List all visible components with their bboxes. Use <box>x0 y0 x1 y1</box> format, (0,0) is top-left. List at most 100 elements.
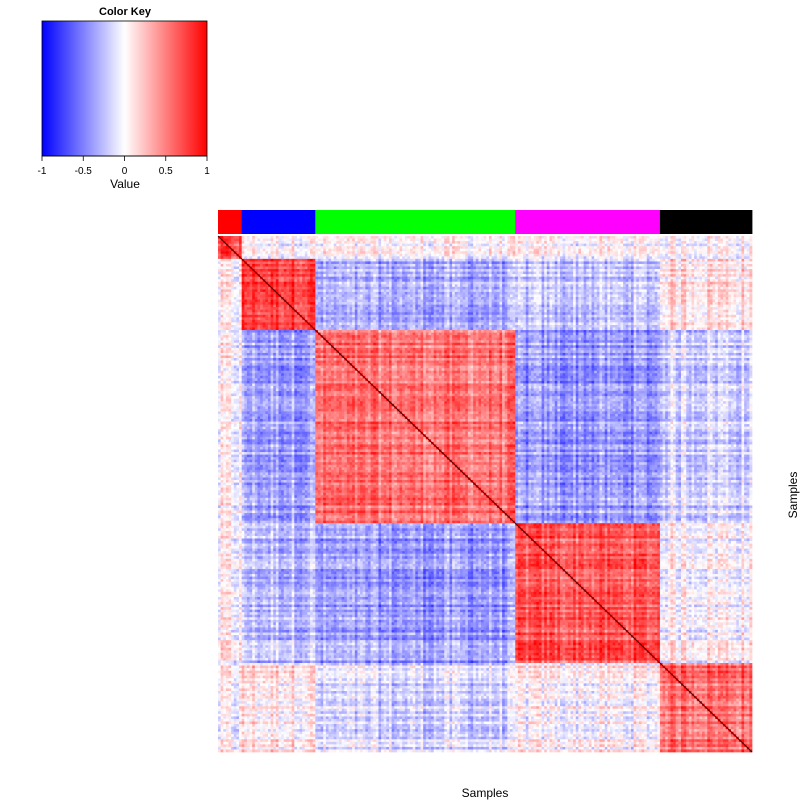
heatmap-cell <box>473 261 477 265</box>
heatmap-cell <box>702 271 705 275</box>
heatmap-cell <box>283 236 287 239</box>
heatmap-cell <box>404 253 408 257</box>
heatmap-cell <box>294 289 298 293</box>
heatmap-cell <box>699 276 703 280</box>
heatmap-cell <box>575 246 579 250</box>
heatmap-cell <box>683 261 687 265</box>
heatmap-cell <box>591 248 595 252</box>
heatmap-cell <box>257 251 261 255</box>
heatmap-cell <box>423 248 427 252</box>
heatmap-cell <box>680 269 684 272</box>
heatmap-cell <box>507 286 511 290</box>
heatmap-cell <box>267 236 271 239</box>
heatmap-cell <box>241 276 245 280</box>
heatmap-cell <box>641 256 645 260</box>
heatmap-cell <box>415 253 419 257</box>
heatmap-cell <box>236 266 240 270</box>
heatmap-cell <box>257 248 261 252</box>
heatmap-cell <box>507 241 511 244</box>
heatmap-cell <box>636 289 640 293</box>
heatmap-cell <box>357 238 361 242</box>
heatmap-cell <box>265 248 269 252</box>
heatmap-cell <box>641 263 645 267</box>
heatmap-cell <box>494 258 498 262</box>
heatmap-cell <box>602 274 606 278</box>
heatmap-cell <box>638 269 642 272</box>
heatmap-cell <box>641 274 645 278</box>
heatmap-cell <box>273 297 277 300</box>
heatmap-cell <box>323 286 327 290</box>
heatmap-cell <box>581 269 584 272</box>
heatmap-cell <box>694 236 698 239</box>
heatmap-cell <box>641 243 645 247</box>
heatmap-cell <box>407 297 411 300</box>
heatmap-cell <box>617 261 621 265</box>
heatmap-cell <box>252 271 256 275</box>
heatmap-cell <box>694 243 698 247</box>
heatmap-cell <box>609 284 613 288</box>
heatmap-cell <box>275 248 279 252</box>
heatmap-cell <box>386 284 390 288</box>
heatmap-cell <box>686 289 690 293</box>
heatmap-cell <box>638 243 642 247</box>
heatmap-cell <box>515 243 519 247</box>
heatmap-cell <box>723 276 727 280</box>
heatmap-cell <box>417 256 421 260</box>
heatmap-cell <box>696 281 700 285</box>
heatmap-cell <box>723 274 727 278</box>
heatmap-cell <box>665 263 669 267</box>
heatmap-cell <box>352 294 356 298</box>
heatmap-cell <box>218 246 221 250</box>
heatmap-cell <box>396 253 400 257</box>
heatmap-cell <box>502 256 506 260</box>
heatmap-cell <box>738 236 742 239</box>
heatmap-cell <box>291 279 295 283</box>
heatmap-cell <box>220 284 224 288</box>
heatmap-cell <box>417 291 421 295</box>
heatmap-cell <box>231 266 235 270</box>
heatmap-cell <box>599 248 603 252</box>
heatmap-cell <box>504 286 508 290</box>
heatmap-cell <box>738 238 742 242</box>
heatmap-cell <box>365 253 369 257</box>
heatmap-cell <box>412 258 416 262</box>
heatmap-cell <box>515 289 519 293</box>
heatmap-cell <box>709 269 713 272</box>
heatmap-cell <box>241 274 245 278</box>
heatmap-cell <box>257 281 261 285</box>
heatmap-cell <box>649 241 653 244</box>
heatmap-cell <box>310 236 314 239</box>
heatmap-cell <box>428 236 432 239</box>
heatmap-cell <box>575 281 579 285</box>
heatmap-cell <box>570 289 574 293</box>
heatmap-cell <box>433 281 437 285</box>
heatmap-cell <box>446 286 450 290</box>
heatmap-cell <box>438 271 442 275</box>
heatmap-cell <box>502 269 506 272</box>
heatmap-cell <box>633 241 637 244</box>
heatmap-cell <box>649 286 653 290</box>
heatmap-cell <box>607 286 611 290</box>
heatmap-cell <box>744 246 748 250</box>
heatmap-cell <box>591 236 595 239</box>
heatmap-cell <box>549 274 553 278</box>
heatmap-cell <box>707 246 711 250</box>
heatmap-cell <box>515 263 519 267</box>
heatmap-cell <box>218 248 221 252</box>
heatmap-cell <box>457 297 461 300</box>
heatmap-cell <box>538 274 542 278</box>
heatmap-cell <box>667 274 671 278</box>
heatmap-cell <box>289 238 292 242</box>
heatmap-cell <box>391 261 395 265</box>
heatmap-cell <box>396 241 400 244</box>
heatmap-cell <box>696 286 700 290</box>
heatmap-cell <box>436 281 440 285</box>
heatmap-cell <box>683 284 687 288</box>
heatmap-cell <box>741 238 745 242</box>
heatmap-cell <box>433 253 437 257</box>
heatmap-cell <box>265 263 269 267</box>
heatmap-cell <box>512 256 516 260</box>
heatmap-cell <box>325 243 329 247</box>
heatmap-cell <box>462 246 466 250</box>
heatmap-cell <box>712 246 716 250</box>
